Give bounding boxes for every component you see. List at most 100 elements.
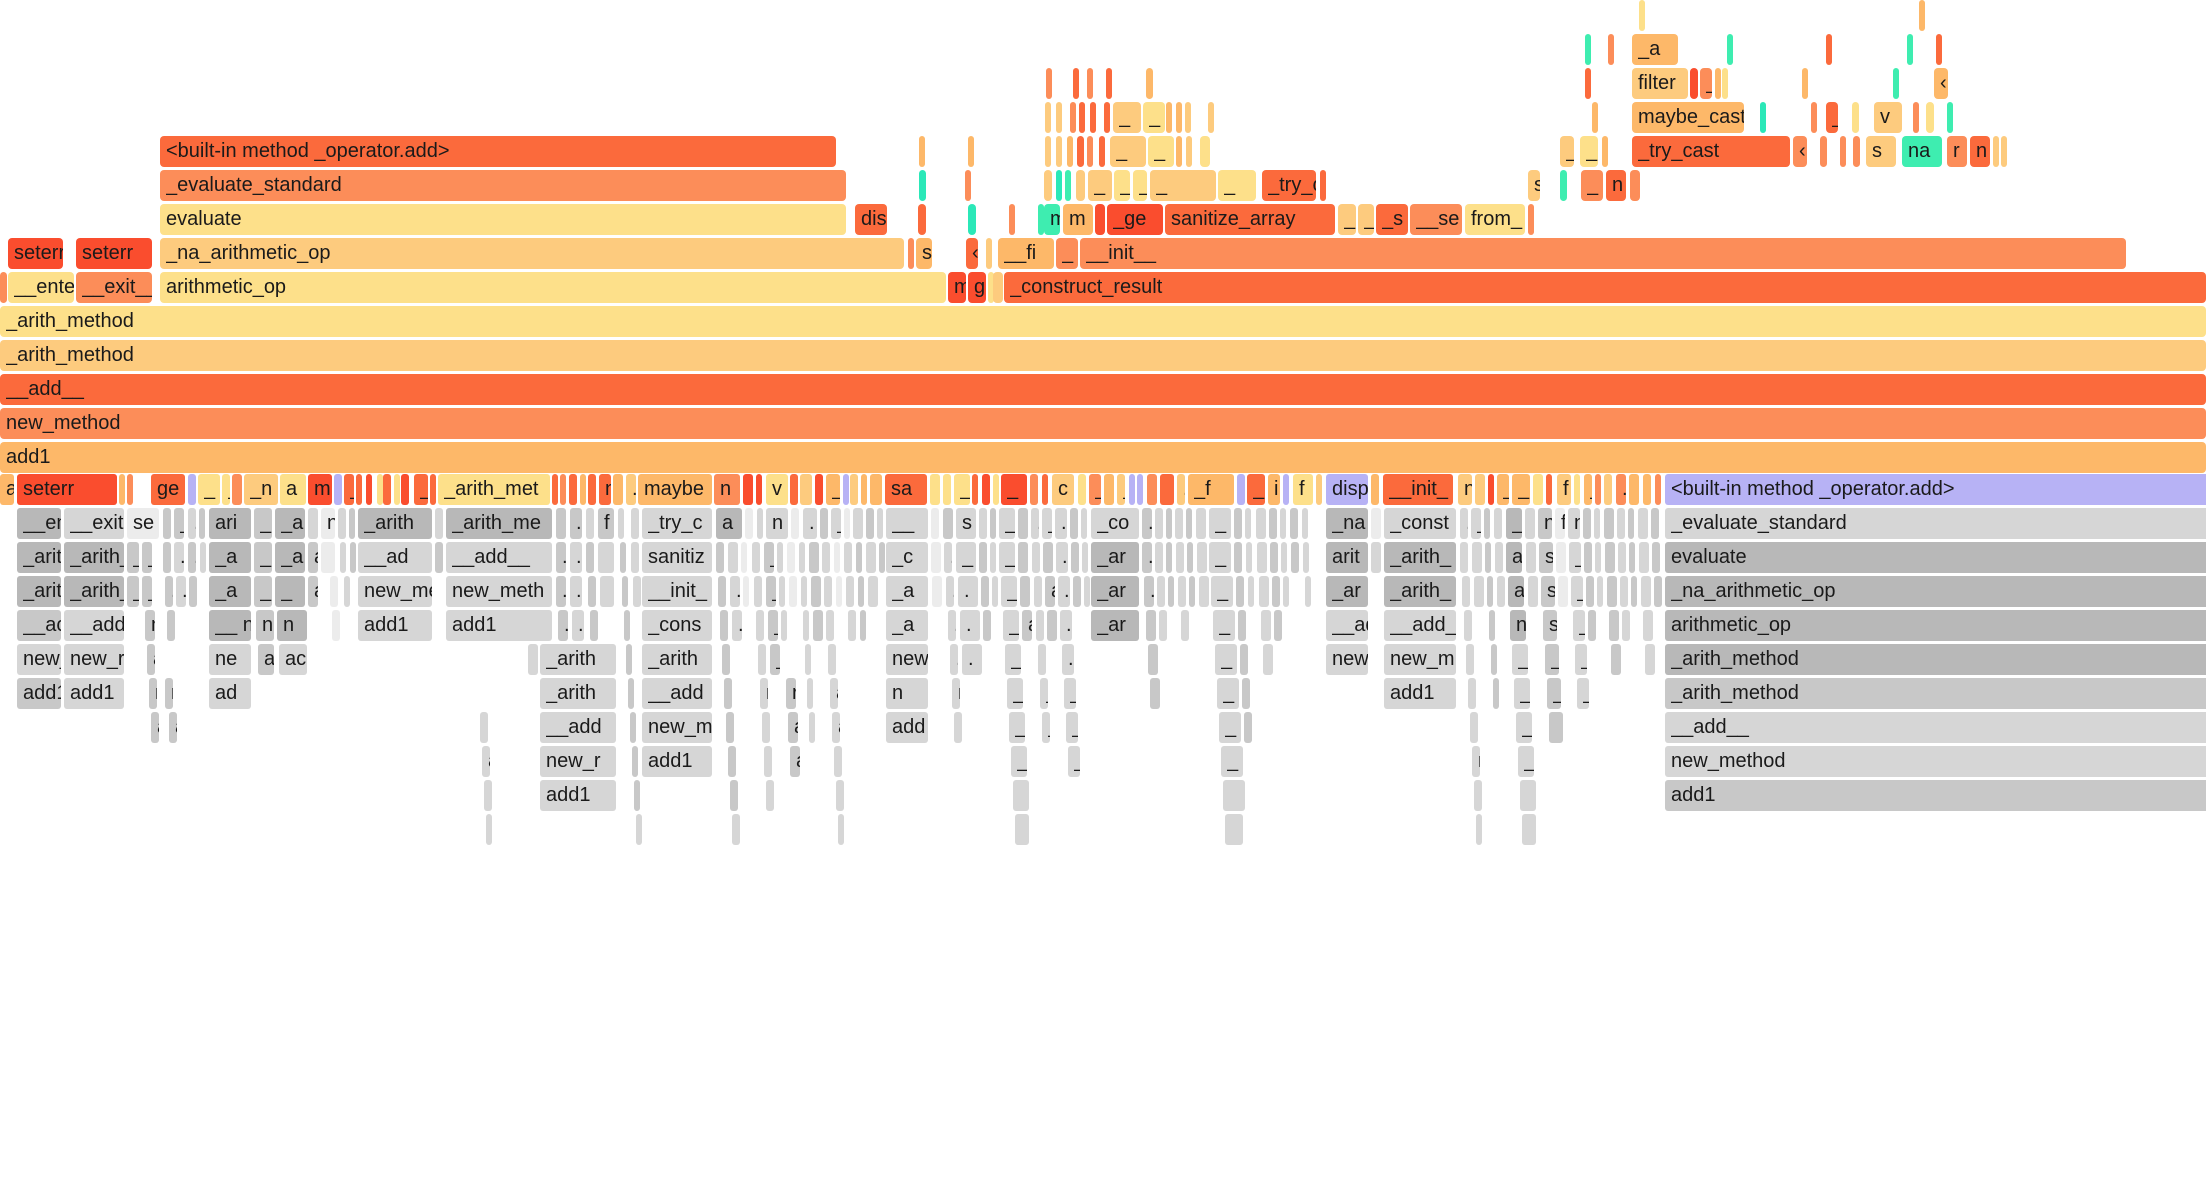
flame-frame[interactable]: add1 (0, 442, 2206, 473)
flame-frame[interactable]: . (174, 542, 184, 573)
flame-frame[interactable]: _ (1338, 204, 1356, 235)
flame-frame[interactable] (1605, 542, 1615, 573)
flame-frame[interactable]: . (741, 542, 747, 573)
flame-frame[interactable] (1034, 576, 1042, 607)
flame-frame[interactable] (1038, 644, 1046, 675)
flame-frame[interactable]: __ac (17, 610, 61, 641)
flame-frame[interactable] (983, 610, 991, 641)
flame-frame[interactable] (1528, 204, 1534, 235)
flame-frame[interactable] (1261, 610, 1271, 641)
flame-frame[interactable] (1078, 474, 1086, 505)
flame-frame[interactable] (484, 780, 492, 811)
flame-frame[interactable] (828, 644, 836, 675)
flame-frame[interactable] (338, 508, 346, 539)
flame-frame[interactable]: __ad (358, 542, 432, 573)
flame-frame[interactable]: _a (275, 508, 305, 539)
flame-frame[interactable]: new_method (0, 408, 2206, 439)
flame-frame[interactable]: a (1045, 576, 1055, 607)
flame-frame[interactable]: _na_arithmetic_op (160, 238, 904, 269)
flame-frame[interactable]: s (1539, 542, 1553, 573)
flame-frame[interactable] (401, 474, 409, 505)
flame-frame[interactable] (789, 576, 797, 607)
flame-frame[interactable]: _ (1066, 712, 1078, 743)
flame-frame[interactable]: _ (1700, 68, 1712, 99)
flame-frame[interactable] (866, 508, 874, 539)
flame-frame[interactable] (988, 272, 994, 303)
flame-frame[interactable]: a (832, 712, 840, 743)
flame-frame[interactable] (1722, 68, 1728, 99)
flame-frame[interactable] (1185, 102, 1191, 133)
flame-frame[interactable]: m (1044, 204, 1060, 235)
flame-frame[interactable]: . (1616, 474, 1626, 505)
flame-frame[interactable]: . (1055, 508, 1067, 539)
flame-frame[interactable] (1715, 68, 1721, 99)
flame-frame[interactable] (757, 508, 763, 539)
flame-frame[interactable]: i (1268, 474, 1280, 505)
flame-frame[interactable] (560, 474, 566, 505)
flame-frame[interactable]: _ (1512, 644, 1528, 675)
flame-frame[interactable] (232, 474, 242, 505)
flame-frame[interactable] (815, 474, 823, 505)
flame-frame[interactable] (1560, 170, 1567, 201)
flame-frame[interactable]: r (807, 678, 813, 709)
flame-frame[interactable]: _co (1091, 508, 1139, 539)
flame-frame[interactable]: . (1142, 542, 1152, 573)
flame-frame[interactable] (1811, 102, 1817, 133)
flame-frame[interactable] (618, 508, 624, 539)
flame-frame[interactable] (0, 272, 7, 303)
flame-frame[interactable] (1690, 68, 1698, 99)
flame-frame[interactable]: __en (17, 508, 61, 539)
flame-frame[interactable]: _ (1007, 678, 1023, 709)
flame-frame[interactable] (1137, 474, 1143, 505)
flame-frame[interactable]: arit (1326, 542, 1368, 573)
flame-frame[interactable]: seterr (76, 238, 152, 269)
flame-frame[interactable]: a (1508, 576, 1524, 607)
flame-frame[interactable] (1166, 542, 1172, 573)
flame-frame[interactable] (1476, 814, 1482, 845)
flame-frame[interactable]: __ (886, 508, 928, 539)
flame-frame[interactable] (435, 542, 443, 573)
flame-frame[interactable]: _ (1003, 610, 1019, 641)
flame-frame[interactable] (1146, 68, 1153, 99)
flame-frame[interactable] (1148, 644, 1158, 675)
flame-frame[interactable] (1056, 170, 1062, 201)
flame-frame[interactable] (1270, 542, 1278, 573)
flame-frame[interactable]: <built-in method _operator.add> (1665, 474, 2206, 505)
flame-frame[interactable] (919, 136, 925, 167)
flame-frame[interactable] (1178, 576, 1186, 607)
flame-frame[interactable]: _ (1056, 238, 1078, 269)
flame-frame[interactable] (1594, 508, 1600, 539)
flame-frame[interactable]: _ (1518, 746, 1534, 777)
flame-frame[interactable] (1155, 542, 1163, 573)
flame-frame[interactable] (981, 576, 989, 607)
flame-frame[interactable]: _ (1040, 678, 1048, 709)
flame-frame[interactable] (826, 610, 834, 641)
flame-frame[interactable] (777, 542, 783, 573)
flame-frame[interactable] (1104, 474, 1114, 505)
flame-frame[interactable]: evaluate (160, 204, 846, 235)
flame-frame[interactable] (631, 542, 639, 573)
flame-frame[interactable] (850, 474, 858, 505)
flame-frame[interactable] (1189, 576, 1195, 607)
flame-frame[interactable]: disp (1326, 474, 1368, 505)
flame-frame[interactable]: add1 (358, 610, 432, 641)
flame-frame[interactable] (1237, 474, 1245, 505)
flame-frame[interactable]: n (766, 508, 788, 539)
flame-frame[interactable]: _ (1211, 576, 1233, 607)
flame-frame[interactable]: f (1557, 474, 1571, 505)
flame-frame[interactable]: arithmetic_op (160, 272, 946, 303)
flame-frame[interactable] (1071, 542, 1079, 573)
flame-frame[interactable]: new_r (64, 644, 124, 675)
flame-frame[interactable] (1727, 34, 1733, 65)
flame-frame[interactable]: a (169, 712, 177, 743)
flame-frame[interactable] (634, 780, 640, 811)
flame-frame[interactable] (356, 474, 362, 505)
flame-frame[interactable] (1607, 576, 1617, 607)
flame-frame[interactable] (1067, 136, 1073, 167)
flame-frame[interactable] (1302, 508, 1308, 539)
flame-frame[interactable] (569, 474, 577, 505)
flame-frame[interactable]: _ (344, 474, 354, 505)
flame-frame[interactable]: __add__ (446, 542, 552, 573)
flame-frame[interactable] (968, 136, 974, 167)
flame-frame[interactable] (756, 610, 764, 641)
